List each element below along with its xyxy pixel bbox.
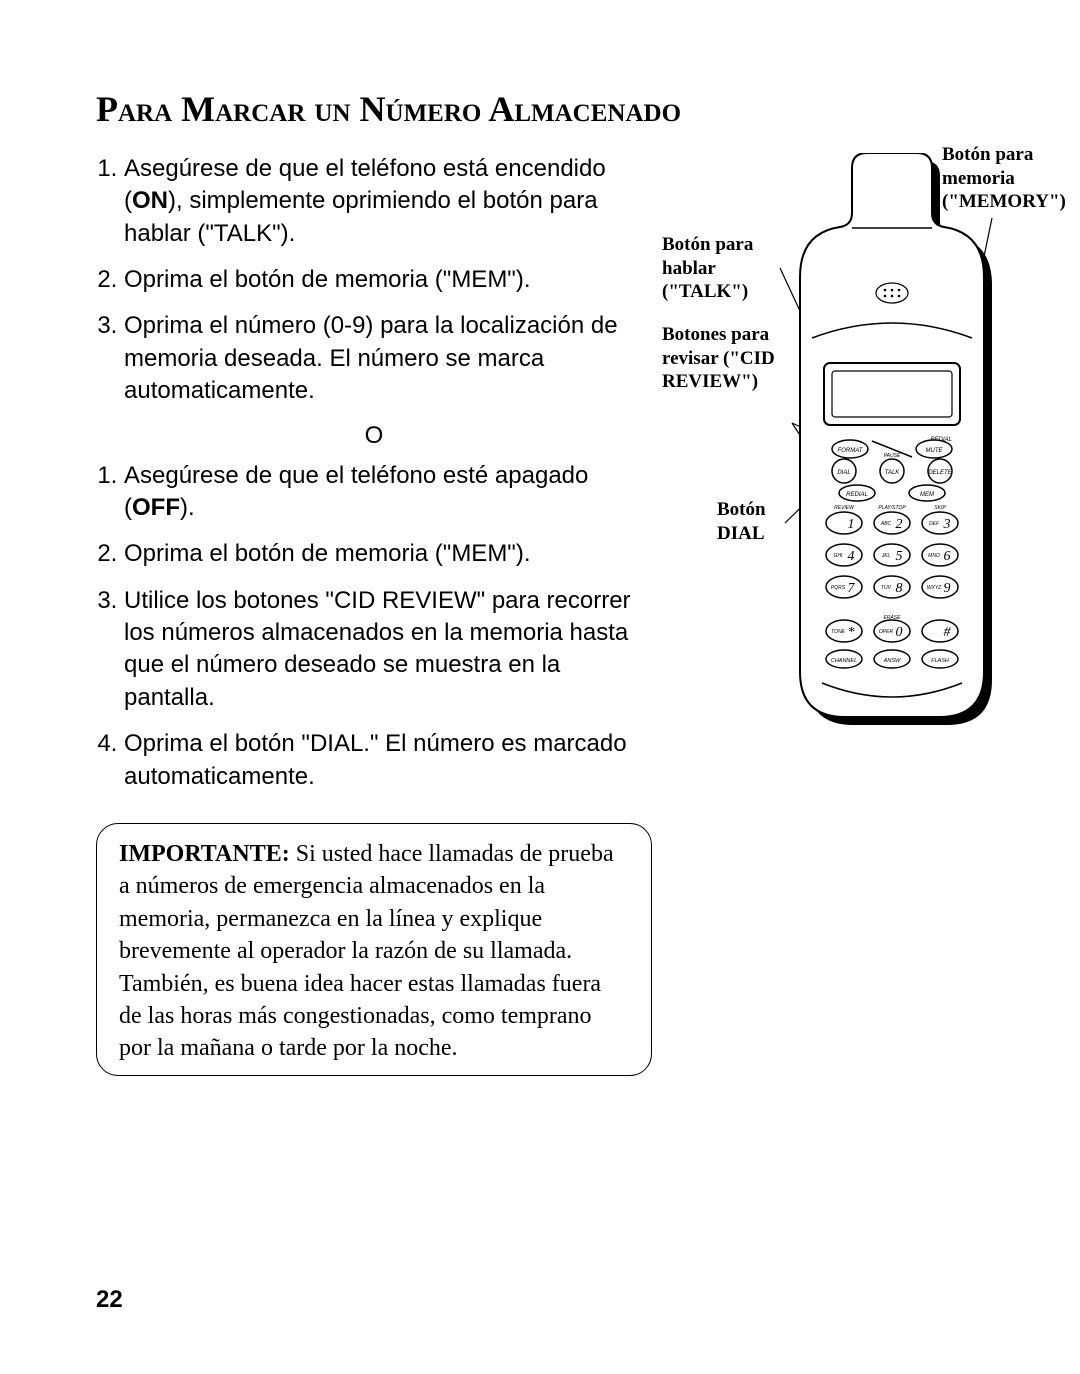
svg-text:1: 1 xyxy=(848,517,855,532)
k: PLAY/STOP xyxy=(878,505,906,511)
svg-text:3: 3 xyxy=(943,517,951,532)
content-columns: Asegúrese de que el teléfono está encend… xyxy=(96,153,984,1076)
page: Para Marcar un Número Almacenado Asegúre… xyxy=(0,0,1080,1374)
svg-text:JKL: JKL xyxy=(881,553,891,559)
svg-text:OPER: OPER xyxy=(879,629,894,635)
phone-illustration: Botón para memoria ("MEMORY") Botón para… xyxy=(662,153,1080,803)
svg-text:#: # xyxy=(944,625,952,640)
k: PAUSE xyxy=(884,453,901,459)
steps-list-a: Asegúrese de que el teléfono está encend… xyxy=(96,153,652,408)
page-title: Para Marcar un Número Almacenado xyxy=(96,86,984,133)
k: ANSW xyxy=(883,658,901,664)
text: ), simplemente oprimiendo el botón para … xyxy=(124,187,598,246)
note-text: Si usted hace llamadas de prueba a númer… xyxy=(119,841,614,1061)
page-number: 22 xyxy=(96,1286,123,1314)
k: FORMAT xyxy=(838,448,864,454)
text: ). xyxy=(180,494,195,521)
svg-text:WXYZ: WXYZ xyxy=(927,585,942,591)
svg-text:5: 5 xyxy=(896,549,903,564)
k: TALK xyxy=(885,470,901,476)
svg-text:2: 2 xyxy=(896,517,903,532)
k: FLASH xyxy=(931,658,949,664)
k: CHANNEL xyxy=(831,658,857,664)
step-a1: Asegúrese de que el teléfono está encend… xyxy=(124,153,652,250)
k: REVIEW xyxy=(834,505,855,511)
step-a3: Oprima el número (0-9) para la localizac… xyxy=(124,310,652,407)
svg-text:GHI: GHI xyxy=(834,553,844,559)
phone-svg: REDIAL FORMAT MUTE DIAL xyxy=(662,153,1080,803)
svg-text:4: 4 xyxy=(848,549,855,564)
svg-text:DEF: DEF xyxy=(929,521,940,527)
svg-text:MNO: MNO xyxy=(928,553,940,559)
step-b2: Oprima el botón de memoria ("MEM"). xyxy=(124,538,652,570)
note-bold: IMPORTANTE: xyxy=(119,841,290,867)
separator-o: O xyxy=(96,422,652,450)
svg-text:0: 0 xyxy=(896,625,903,640)
k: MUTE xyxy=(926,448,944,454)
step-b4: Oprima el botón "DIAL." El número es mar… xyxy=(124,728,652,793)
right-column: Botón para memoria ("MEMORY") Botón para… xyxy=(652,153,1080,803)
step-b3: Utilice los botones "CID REVIEW" para re… xyxy=(124,585,652,715)
k: REDIAL xyxy=(846,492,868,498)
bold: ON xyxy=(132,187,168,214)
svg-text:8: 8 xyxy=(896,581,903,596)
svg-text:9: 9 xyxy=(944,581,951,596)
k: DELETE xyxy=(928,470,952,476)
important-note: IMPORTANTE: Si usted hace llamadas de pr… xyxy=(96,823,652,1076)
svg-text:PQRS: PQRS xyxy=(831,585,846,591)
k: ERASE xyxy=(884,615,902,621)
k: SKIP xyxy=(934,505,946,511)
step-b1: Asegúrese de que el teléfono esté apagad… xyxy=(124,460,652,525)
k: DIAL xyxy=(837,470,850,476)
svg-text:TONE: TONE xyxy=(831,629,845,635)
step-a2: Oprima el botón de memoria ("MEM"). xyxy=(124,264,652,296)
svg-text:7: 7 xyxy=(848,581,856,596)
bold: OFF xyxy=(132,494,180,521)
svg-text:6: 6 xyxy=(944,549,951,564)
steps-list-b: Asegúrese de que el teléfono esté apagad… xyxy=(96,460,652,794)
svg-text:TUV: TUV xyxy=(881,585,892,591)
svg-text:ABC: ABC xyxy=(880,521,892,527)
left-column: Asegúrese de que el teléfono está encend… xyxy=(96,153,652,1076)
svg-text:*: * xyxy=(848,625,855,640)
k: MEM xyxy=(920,492,934,498)
